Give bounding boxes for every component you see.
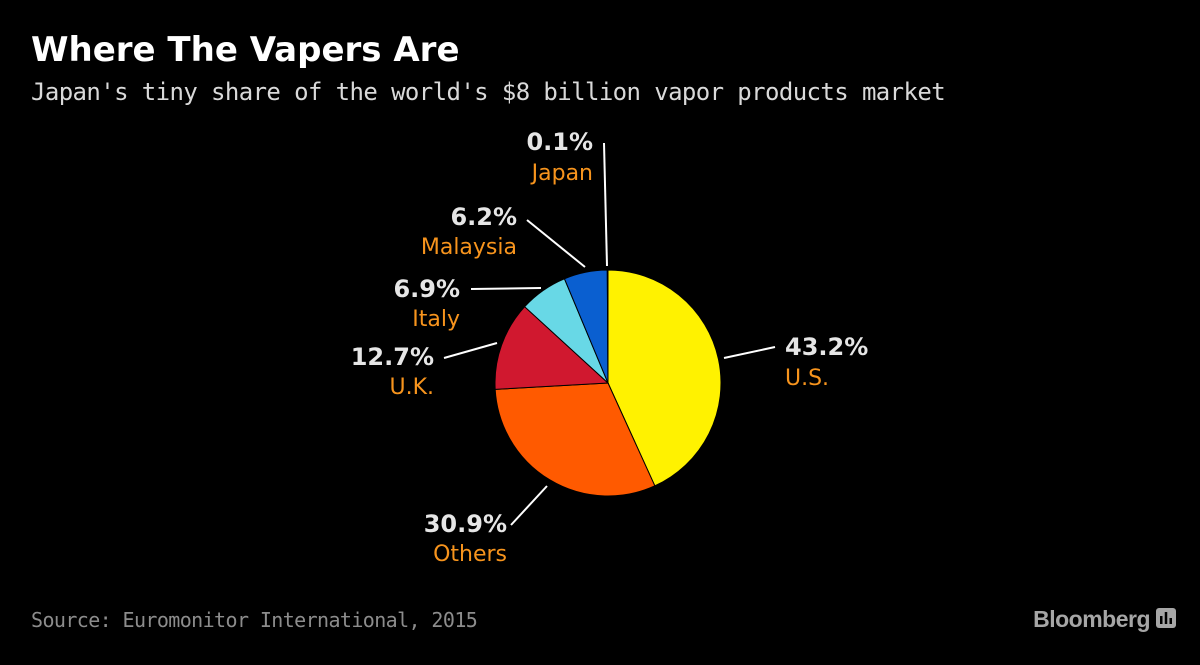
leader-line-u-s <box>723 346 776 359</box>
category-label-malaysia: Malaysia <box>421 235 517 260</box>
leader-line-italy <box>470 287 542 290</box>
value-label-malaysia: 6.2% <box>450 203 517 231</box>
category-label-others: Others <box>433 542 507 567</box>
value-label-u-k: 12.7% <box>351 343 434 371</box>
brand-name: Bloomberg <box>1033 606 1150 632</box>
category-label-u-k: U.K. <box>389 375 434 400</box>
category-label-u-s: U.S. <box>785 366 829 391</box>
value-label-japan: 0.1% <box>526 128 593 156</box>
leader-line-others <box>510 485 548 526</box>
category-label-japan: Japan <box>530 161 593 186</box>
chart-title: Where The Vapers Are <box>31 30 460 70</box>
bloomberg-chart-icon <box>1156 607 1176 632</box>
source-note: Source: Euromonitor International, 2015 <box>31 608 478 632</box>
leader-line-japan <box>603 142 608 267</box>
value-label-u-s: 43.2% <box>785 333 868 361</box>
pie-slice-others <box>494 382 656 497</box>
pie-slice-u-s <box>607 269 722 487</box>
leader-line-malaysia <box>526 219 586 268</box>
leader-line-u-k <box>443 342 498 359</box>
bloomberg-logo: Bloomberg <box>1033 606 1176 633</box>
pie-slice-japan <box>606 269 609 384</box>
value-label-italy: 6.9% <box>393 275 460 303</box>
category-label-italy: Italy <box>412 307 460 332</box>
chart-subtitle: Japan's tiny share of the world's $8 bil… <box>31 78 946 106</box>
value-label-others: 30.9% <box>424 510 507 538</box>
pie-slice-u-k <box>494 305 610 390</box>
